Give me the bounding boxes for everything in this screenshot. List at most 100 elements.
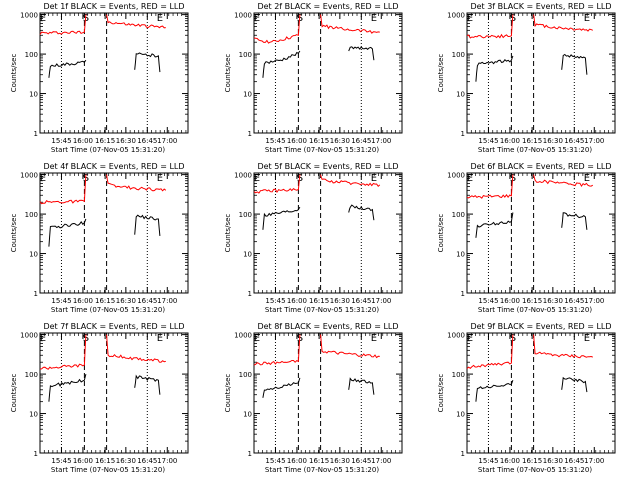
y-tick-label: 1 xyxy=(34,290,38,298)
black-events-series xyxy=(561,376,588,393)
x-tick-label: 16:00 xyxy=(73,137,93,145)
y-tick-label: 100 xyxy=(239,51,252,59)
red-lld-series xyxy=(533,174,594,188)
red-lld-series xyxy=(320,14,380,34)
event-marker-label: E xyxy=(157,13,163,24)
event-marker-label: E xyxy=(40,333,46,344)
x-axis-label: Start Time (07-Nov-05 15:31:20) xyxy=(478,466,592,474)
x-axis-label: Start Time (07-Nov-05 15:31:20) xyxy=(478,146,592,154)
x-tick-label: 16:30 xyxy=(543,457,563,465)
y-tick-label: 1 xyxy=(248,290,252,298)
event-marker-label: E xyxy=(254,333,260,344)
event-marker-label: E xyxy=(467,173,473,184)
red-lld-series xyxy=(466,14,514,39)
event-marker-label: E xyxy=(584,13,590,24)
x-tick-label: 15:45 xyxy=(51,297,71,305)
black-events-series xyxy=(348,204,375,221)
y-tick-label: 1 xyxy=(248,130,252,138)
y-tick-label: 1000 xyxy=(20,172,38,180)
x-tick-label: 17:00 xyxy=(584,137,604,145)
x-tick-label: 16:00 xyxy=(287,137,307,145)
x-tick-label: 16:00 xyxy=(73,297,93,305)
x-tick-label: 16:00 xyxy=(500,297,520,305)
x-tick-label: 16:30 xyxy=(116,137,136,145)
panel-6: Det 6f BLACK = Events, RED = LLD 1 10 100 10… xyxy=(437,162,616,314)
red-lld-series xyxy=(253,14,301,44)
plot-frame xyxy=(39,12,189,134)
panel-4: Det 4f BLACK = Events, RED = LLD 1 10 100 10… xyxy=(10,162,189,314)
black-events-series xyxy=(48,373,87,402)
red-lld-series xyxy=(106,14,166,29)
x-axis-label: Start Time (07-Nov-05 15:31:20) xyxy=(265,466,379,474)
plot-frame xyxy=(39,172,189,294)
y-tick-label: 1000 xyxy=(20,332,38,340)
black-events-series xyxy=(134,52,161,73)
x-tick-label: 16:00 xyxy=(500,457,520,465)
black-events-series xyxy=(134,374,161,395)
y-axis-label: Counts/sec xyxy=(437,214,445,253)
panel-1: Det 1f BLACK = Events, RED = LLD 1 10 100 10… xyxy=(10,2,189,154)
panel-3: Det 3f BLACK = Events, RED = LLD 1 10 100 10… xyxy=(437,2,616,154)
event-marker-label: E xyxy=(584,173,590,184)
red-lld-series xyxy=(106,174,167,192)
event-marker-label: E xyxy=(371,333,377,344)
black-events-series xyxy=(348,46,375,61)
panel-title: Det 3f BLACK = Events, RED = LLD xyxy=(470,2,611,11)
x-tick-label: 16:00 xyxy=(287,457,307,465)
x-axis-label: Start Time (07-Nov-05 15:31:20) xyxy=(51,146,165,154)
panel-title: Det 5f BLACK = Events, RED = LLD xyxy=(257,162,398,171)
y-tick-label: 100 xyxy=(452,371,465,379)
y-tick-label: 100 xyxy=(239,371,252,379)
red-lld-series xyxy=(320,334,380,359)
x-tick-label: 17:00 xyxy=(584,297,604,305)
panel-7: Det 7f BLACK = Events, RED = LLD 1 10 100 10… xyxy=(10,322,189,474)
black-events-series xyxy=(561,53,588,75)
black-events-series xyxy=(475,380,514,402)
y-axis-label: Counts/sec xyxy=(224,54,232,93)
y-tick-label: 1 xyxy=(248,450,252,458)
plot-frame xyxy=(466,332,616,454)
y-tick-label: 1 xyxy=(461,450,465,458)
panel-title: Det 7f BLACK = Events, RED = LLD xyxy=(43,322,184,331)
x-axis-label: Start Time (07-Nov-05 15:31:20) xyxy=(51,466,165,474)
x-tick-label: 16:15 xyxy=(522,297,542,305)
red-lld-series xyxy=(106,334,166,363)
y-tick-label: 1000 xyxy=(447,12,465,20)
event-marker-label: E xyxy=(254,13,260,24)
x-tick-label: 16:00 xyxy=(500,137,520,145)
panel-5: Det 5f BLACK = Events, RED = LLD 1 10 100 10… xyxy=(224,162,403,314)
y-tick-label: 10 xyxy=(243,251,252,259)
y-tick-label: 10 xyxy=(243,411,252,419)
x-tick-label: 16:15 xyxy=(95,457,115,465)
x-axis-label: Start Time (07-Nov-05 15:31:20) xyxy=(265,146,379,154)
y-tick-label: 1000 xyxy=(20,12,38,20)
event-marker-label: E xyxy=(157,173,163,184)
panel-9: Det 9f BLACK = Events, RED = LLD 1 10 100 10… xyxy=(437,322,616,474)
black-events-series xyxy=(475,55,514,82)
x-tick-label: 16:45 xyxy=(564,297,584,305)
y-tick-label: 10 xyxy=(29,91,38,99)
panel-title: Det 9f BLACK = Events, RED = LLD xyxy=(470,322,611,331)
x-tick-label: 16:30 xyxy=(330,297,350,305)
x-tick-label: 16:00 xyxy=(287,297,307,305)
y-tick-label: 10 xyxy=(456,91,465,99)
event-marker-label: E xyxy=(371,173,377,184)
x-tick-label: 17:00 xyxy=(157,297,177,305)
x-tick-label: 15:45 xyxy=(265,297,285,305)
x-tick-label: 16:15 xyxy=(309,297,329,305)
x-tick-label: 15:45 xyxy=(478,457,498,465)
plot-frame xyxy=(466,12,616,134)
plot-frame xyxy=(39,332,189,454)
y-axis-label: Counts/sec xyxy=(437,374,445,413)
x-tick-label: 16:30 xyxy=(116,457,136,465)
x-tick-label: 16:45 xyxy=(137,457,157,465)
x-tick-label: 16:45 xyxy=(351,137,371,145)
x-tick-label: 15:45 xyxy=(265,457,285,465)
y-tick-label: 100 xyxy=(25,51,38,59)
x-tick-label: 16:15 xyxy=(522,457,542,465)
x-tick-label: 17:00 xyxy=(584,457,604,465)
black-events-series xyxy=(561,212,588,230)
x-tick-label: 15:45 xyxy=(51,457,71,465)
x-tick-label: 16:15 xyxy=(309,137,329,145)
